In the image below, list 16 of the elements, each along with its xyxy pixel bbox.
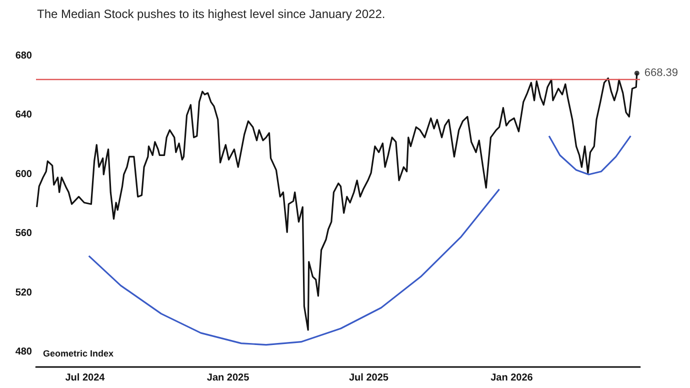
line-series [548, 135, 632, 176]
x-tick-label: Jul 2025 [348, 372, 389, 384]
y-tick-label: 640 [15, 110, 32, 121]
x-tick-label: Jan 2026 [490, 372, 534, 384]
x-tick-label: Jan 2025 [206, 372, 250, 384]
y-tick-label: 480 [15, 346, 32, 358]
y-tick-label: 600 [15, 168, 32, 180]
y-tick-label: 560 [15, 228, 32, 240]
line-series [88, 188, 500, 346]
data-label: 668.39 [644, 67, 678, 80]
x-tick-label: Jul 2024 [65, 372, 106, 384]
chart-title: The Median Stock pushes to its highest level since January 2022. [37, 7, 386, 21]
line-series [36, 72, 638, 331]
y-tick-label: 680 [15, 50, 32, 62]
annotation: Geometric Index [43, 348, 114, 358]
y-tick-label: 520 [15, 287, 32, 298]
